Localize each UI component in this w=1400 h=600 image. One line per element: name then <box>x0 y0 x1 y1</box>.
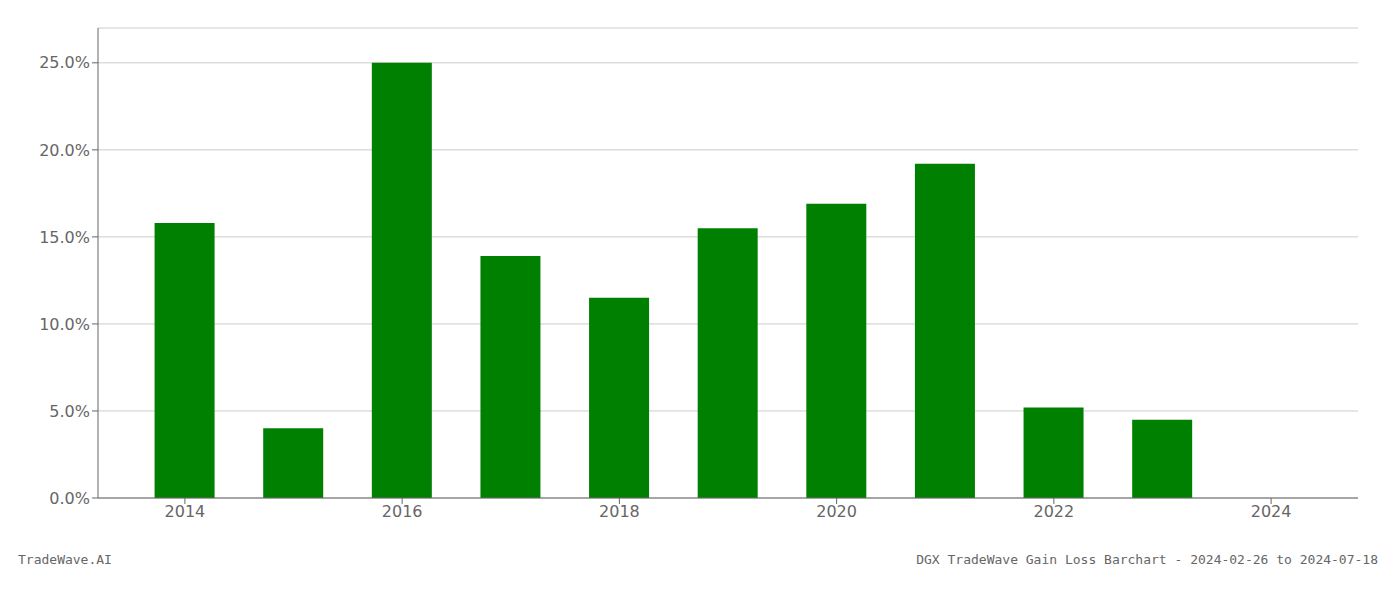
svg-text:20.0%: 20.0% <box>39 141 90 160</box>
svg-text:0.0%: 0.0% <box>49 489 90 508</box>
svg-text:5.0%: 5.0% <box>49 402 90 421</box>
svg-text:2018: 2018 <box>599 502 640 521</box>
html-text:DGX TradeWave Gain Loss Barcha: DGX TradeWave Gain Loss Barchart - 2024-… <box>916 552 1378 567</box>
svg-text:2024: 2024 <box>1251 502 1292 521</box>
svg-text:15.0%: 15.0% <box>39 228 90 247</box>
html-text:TradeWave.AI: TradeWave.AI <box>18 552 112 567</box>
svg-text:2016: 2016 <box>382 502 423 521</box>
svg-text:2020: 2020 <box>816 502 857 521</box>
svg-text:2022: 2022 <box>1034 502 1075 521</box>
svg-text:2014: 2014 <box>165 502 206 521</box>
svg-text:10.0%: 10.0% <box>39 315 90 334</box>
svg-text:25.0%: 25.0% <box>39 53 90 72</box>
